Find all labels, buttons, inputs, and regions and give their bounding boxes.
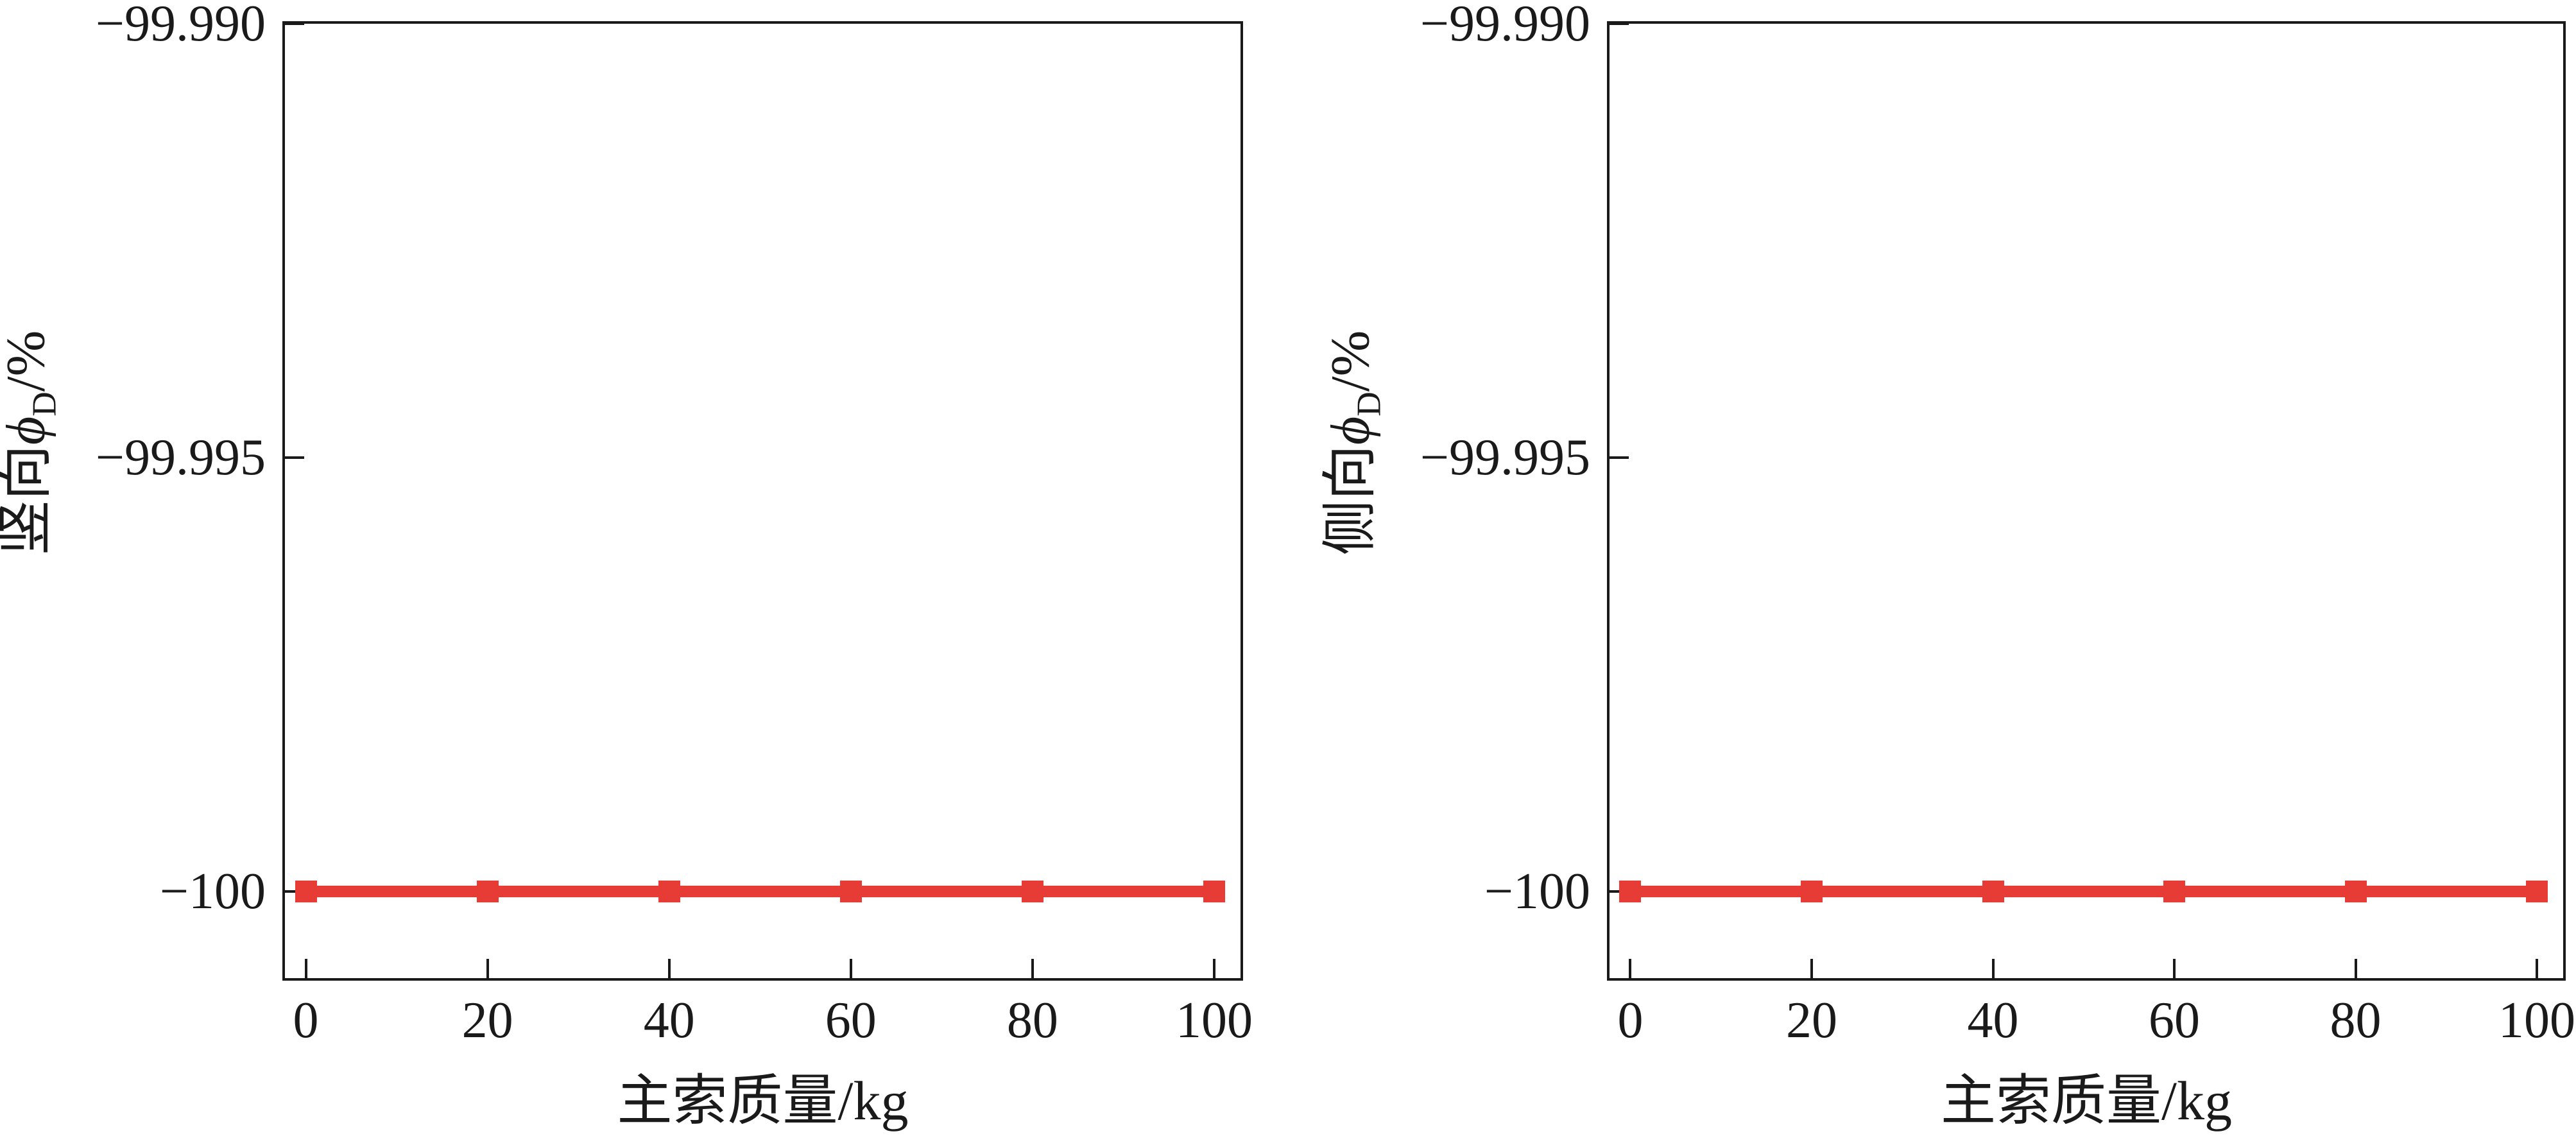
- y-axis-title-unit: /%: [0, 330, 56, 392]
- x-axis-title: 主索质量/kg: [1941, 1070, 2232, 1132]
- data-point-marker: [839, 880, 862, 902]
- x-axis-tick: [849, 959, 852, 978]
- data-point-marker: [2526, 880, 2548, 902]
- data-point-marker: [658, 880, 680, 902]
- x-axis-tick-label: 80: [1006, 992, 1058, 1049]
- x-axis-tick: [1810, 959, 1813, 978]
- y-axis-tick: [285, 22, 304, 25]
- y-axis-title-text: 侧向: [1319, 445, 1381, 556]
- y-axis-tick: [1610, 890, 1629, 893]
- y-axis-tick: [1610, 22, 1629, 25]
- x-axis-tick: [2354, 959, 2357, 978]
- y-axis-tick-label: −99.990: [95, 0, 266, 52]
- chart-lateral-deviation: 0 20 40 60 80 100 −99.990 −99.995 −100 侧向ϕD/% 主索…: [1319, 0, 2575, 1128]
- y-axis-tick-label: −100: [159, 863, 266, 920]
- data-point-marker: [1203, 880, 1225, 902]
- x-axis-tick: [304, 959, 307, 978]
- y-axis-tick-label: −99.990: [1420, 0, 1590, 52]
- data-point-marker: [2344, 880, 2367, 902]
- plot-area: 0 20 40 60 80 100 −99.990 −99.995 −100: [96, 0, 1253, 1046]
- y-axis-title: 竖向ϕD/%: [0, 330, 64, 556]
- x-axis-tick: [2173, 959, 2176, 978]
- x-axis-tick-label: 0: [293, 992, 319, 1049]
- y-axis-tick: [285, 456, 304, 459]
- y-axis-tick-label: −99.995: [95, 429, 266, 486]
- data-point-marker: [1619, 880, 1642, 902]
- x-axis-tick-label: 20: [1785, 992, 1837, 1049]
- phi-symbol: ϕ: [0, 416, 56, 445]
- y-axis-title-text: 竖向: [0, 445, 56, 556]
- x-axis-tick-label: 60: [2149, 992, 2201, 1049]
- x-axis-tick-label: 0: [1617, 992, 1644, 1049]
- x-axis-tick-label: 100: [1175, 992, 1253, 1049]
- data-point-marker: [295, 880, 317, 902]
- phi-subscript: D: [24, 392, 64, 417]
- phi-symbol: ϕ: [1319, 416, 1381, 445]
- phi-subscript: D: [1349, 392, 1388, 417]
- data-point-marker: [1982, 880, 2004, 902]
- chart-vertical-deviation: 0 20 40 60 80 100 −99.990 −99.995 −100 竖向ϕD/% 主索…: [0, 0, 1253, 1128]
- y-axis-tick: [285, 890, 304, 893]
- data-point-marker: [1021, 880, 1043, 902]
- x-axis-tick: [2536, 959, 2539, 978]
- x-axis-tick: [1629, 959, 1632, 978]
- x-axis-tick: [486, 959, 489, 978]
- data-line: [305, 885, 1214, 897]
- x-axis-tick: [1991, 959, 1995, 978]
- plot-area: 0 20 40 60 80 100 −99.990 −99.995 −100: [1420, 0, 2575, 1046]
- x-axis-tick-label: 80: [2330, 992, 2382, 1049]
- data-line: [1630, 885, 2537, 897]
- data-point-marker: [2163, 880, 2186, 902]
- x-axis-title: 主索质量/kg: [617, 1070, 909, 1132]
- data-point-marker: [1800, 880, 1823, 902]
- data-point-marker: [476, 880, 499, 902]
- y-axis-tick: [1610, 456, 1629, 459]
- x-axis-tick: [1212, 959, 1215, 978]
- x-axis-tick-label: 60: [825, 992, 877, 1049]
- y-axis-title-unit: /%: [1319, 330, 1381, 392]
- x-axis-tick-label: 100: [2498, 992, 2576, 1049]
- x-axis-tick-label: 40: [643, 992, 695, 1049]
- x-axis-tick-label: 20: [461, 992, 513, 1049]
- x-axis-tick: [1031, 959, 1034, 978]
- y-axis-tick-label: −100: [1484, 863, 1590, 920]
- x-axis-tick: [667, 959, 671, 978]
- y-axis-tick-label: −99.995: [1420, 429, 1590, 486]
- y-axis-title: 侧向ϕD/%: [1319, 330, 1388, 556]
- x-axis-tick-label: 40: [1967, 992, 2019, 1049]
